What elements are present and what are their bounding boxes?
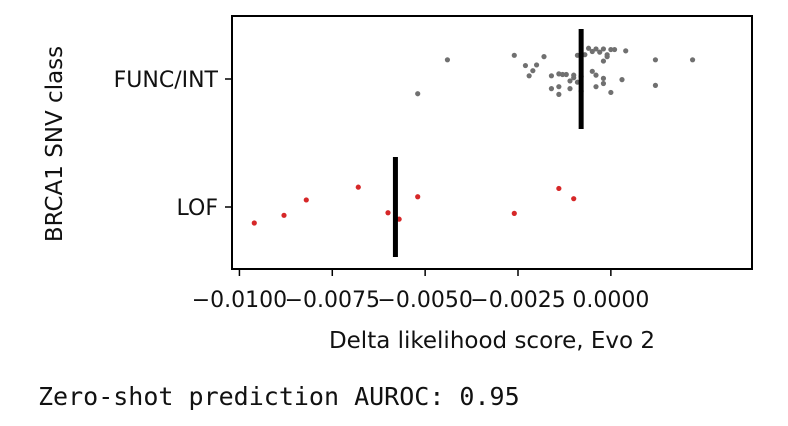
data-point <box>556 84 562 90</box>
y-tick-label: LOF <box>177 196 218 221</box>
data-point <box>548 86 555 92</box>
x-tick-label: −0.0050 <box>377 288 472 313</box>
data-point <box>533 62 540 68</box>
data-point <box>593 84 599 90</box>
data-point <box>567 86 573 92</box>
data-point <box>593 46 599 52</box>
data-point <box>559 71 566 78</box>
data-point <box>600 58 607 64</box>
data-point <box>652 57 659 63</box>
data-point <box>571 75 577 81</box>
data-point <box>597 49 603 55</box>
data-point <box>589 48 595 55</box>
data-point <box>585 45 592 51</box>
data-point <box>355 184 361 190</box>
data-point <box>303 197 309 203</box>
data-point <box>281 212 287 218</box>
x-tick-label: −0.0025 <box>470 288 565 313</box>
x-axis-label: Delta likelihood score, Evo 2 <box>329 328 655 354</box>
points-layer <box>251 45 696 226</box>
data-point <box>593 72 599 78</box>
data-point <box>556 91 562 97</box>
data-point <box>556 185 562 192</box>
medians-layer <box>392 29 584 257</box>
data-point <box>611 46 618 53</box>
data-point <box>444 57 451 63</box>
data-point <box>541 54 547 60</box>
data-point <box>600 80 607 87</box>
data-point <box>522 62 529 69</box>
data-point <box>608 46 614 53</box>
data-point <box>526 73 532 79</box>
data-point <box>567 78 573 84</box>
auroc-footer: Zero-shot prediction AUROC: 0.95 <box>38 382 520 411</box>
x-tick-label: −0.0100 <box>192 288 287 313</box>
data-point <box>530 68 536 74</box>
data-point <box>415 91 421 97</box>
data-point <box>415 194 421 200</box>
x-tick-label: −0.0075 <box>285 288 380 313</box>
data-point <box>571 196 577 202</box>
data-point <box>511 52 517 58</box>
data-point <box>251 220 257 226</box>
plot-frame <box>231 15 753 270</box>
data-point <box>619 77 625 83</box>
y-axis: FUNC/INT LOF <box>114 68 232 221</box>
y-axis-label: BRCA1 SNV class <box>42 46 68 242</box>
data-point <box>600 75 607 81</box>
data-point <box>511 210 517 216</box>
data-point <box>689 57 696 63</box>
data-point <box>563 71 569 78</box>
data-point <box>652 82 659 88</box>
data-point <box>548 73 555 79</box>
data-point <box>589 68 595 74</box>
data-point <box>385 210 391 216</box>
y-tick-label: FUNC/INT <box>114 68 219 93</box>
strip-chart: −0.0100−0.0075−0.0050−0.0025 0.0000 FUNC/… <box>42 15 753 354</box>
data-point <box>600 46 607 52</box>
data-point <box>623 48 629 54</box>
x-tick-label: 0.0000 <box>572 288 649 313</box>
data-point <box>604 54 610 60</box>
x-axis: −0.0100−0.0075−0.0050−0.0025 0.0000 <box>192 269 649 313</box>
data-point <box>608 89 614 96</box>
